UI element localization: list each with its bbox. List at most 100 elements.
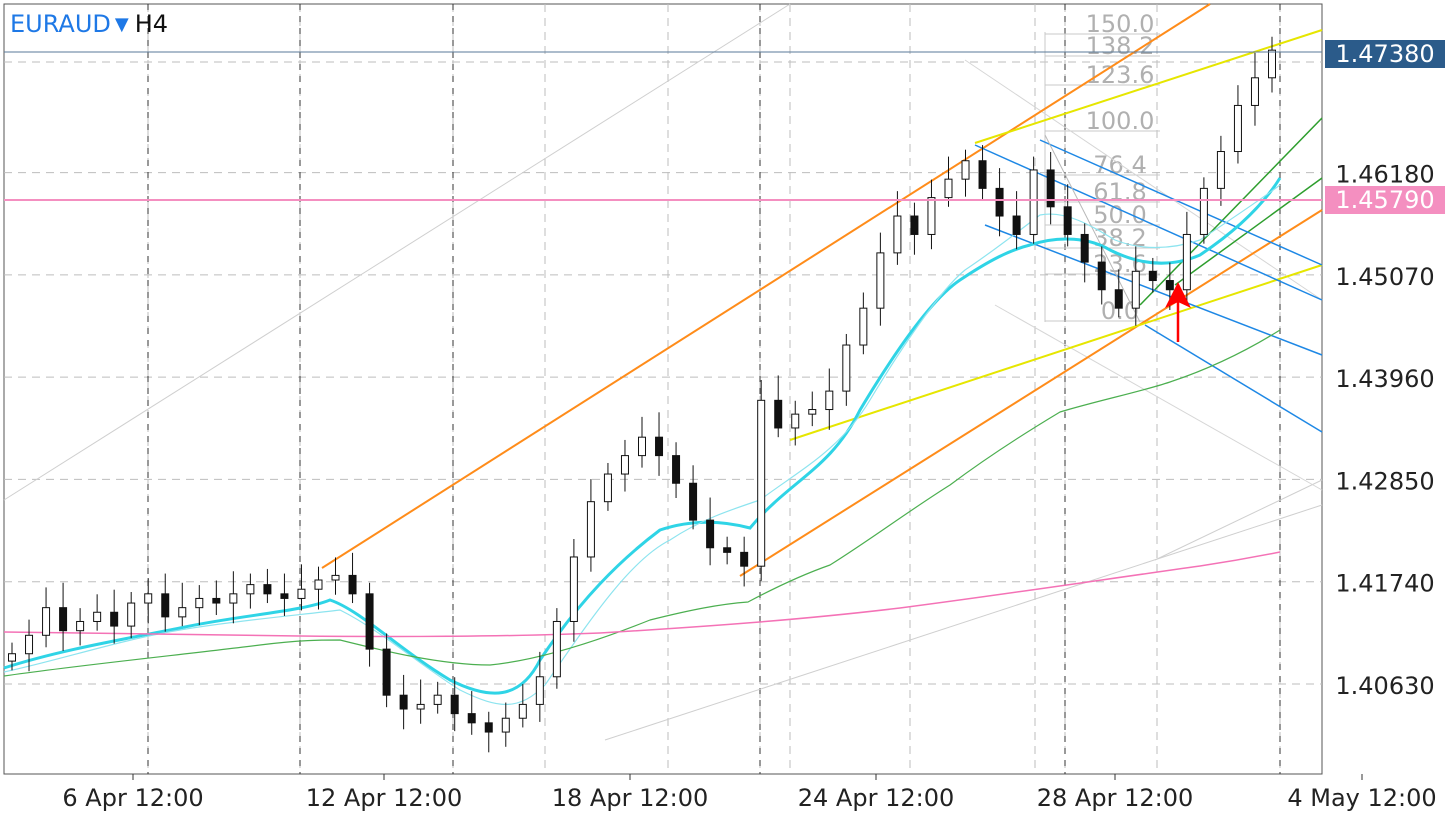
moving-averages (3, 177, 1282, 706)
blue-channel-lower (1144, 324, 1323, 433)
candle (859, 292, 868, 355)
candle-body-bull (42, 607, 51, 636)
candle-body-bull (314, 579, 323, 590)
candle (76, 608, 85, 646)
grey-trendline (604, 504, 1323, 741)
candle-body-bear (212, 597, 221, 604)
candle (212, 580, 221, 616)
horizontal-level-line[interactable] (4, 51, 1322, 201)
candle-body-bull (246, 584, 255, 595)
candle (263, 568, 272, 604)
candle (757, 380, 766, 581)
candle (331, 557, 340, 595)
candle (535, 651, 544, 722)
candle (1148, 257, 1157, 293)
symbol-label[interactable]: EURAUD (10, 10, 111, 38)
candle-body-bear (978, 160, 987, 189)
candle-body-bear (399, 694, 408, 710)
candle (518, 684, 527, 728)
ma-thick-cyan (3, 177, 1282, 695)
candle-body-bear (706, 519, 715, 549)
candle (450, 677, 459, 732)
ma-pink (3, 551, 1281, 638)
x-tick-label: 24 Apr 12:00 (798, 784, 954, 812)
candle-body-bull (961, 160, 970, 180)
candle-body-bear (450, 694, 459, 715)
candle (927, 179, 936, 250)
grey-trendline (1154, 479, 1323, 561)
timeframe-label[interactable]: H4 (134, 10, 169, 38)
candle-body-bear (655, 436, 664, 457)
candle-body-bull (1029, 169, 1038, 235)
candle (195, 585, 204, 626)
annotations (1165, 282, 1191, 342)
candle (791, 400, 800, 446)
candle-body-bull (178, 607, 187, 618)
candle-body-bull (76, 620, 85, 632)
candle (706, 497, 715, 566)
candle-body-bear (467, 713, 476, 724)
candle (1131, 246, 1140, 326)
candle (501, 702, 510, 747)
candle-body-bull (127, 602, 136, 627)
candle (229, 571, 238, 624)
candle-body-bull (927, 197, 936, 235)
level-price-tag: 1.45790 (1325, 186, 1445, 214)
candle (825, 368, 834, 430)
candle-body-bull (416, 703, 425, 710)
ma-green (3, 329, 1281, 677)
blue-channel-line (1039, 139, 1323, 266)
candle (893, 191, 902, 265)
candle-body-bull (757, 399, 766, 567)
candle-body-bull (638, 436, 646, 457)
grid (4, 4, 1322, 774)
candle (1233, 85, 1242, 164)
candle (280, 573, 289, 616)
candle (59, 582, 68, 651)
candle (1199, 177, 1208, 244)
candle (723, 536, 732, 565)
y-tick-label: 1.43960 (1335, 365, 1434, 393)
candle (297, 564, 306, 611)
candle-body-bull (1233, 104, 1242, 153)
yellow-channel-upper (974, 29, 1323, 144)
candle (42, 587, 51, 648)
candle (382, 633, 391, 708)
triangle-down-icon[interactable]: ▼ (114, 13, 129, 35)
y-tick-label: 1.40630 (1335, 672, 1434, 700)
candle (1046, 151, 1055, 225)
candle-body-bull (501, 717, 510, 733)
candle-body-bull (859, 307, 868, 346)
candle (586, 479, 595, 572)
x-tick-label: 12 Apr 12:00 (306, 784, 462, 812)
candle-body-bull (808, 409, 817, 415)
candle-body-bull (195, 597, 204, 609)
candle-body-bear (1097, 261, 1106, 291)
y-axis: 1.46180 1.45070 1.43960 1.42850 1.41740 1.406… (1335, 161, 1434, 700)
grey-trendline (3, 3, 791, 501)
candle-body-bear (1012, 215, 1021, 235)
candle-body-bear (1063, 206, 1072, 235)
candle-body-bull (944, 178, 953, 199)
candle-body-bull (569, 556, 578, 622)
y-tick-label: 1.42850 (1335, 467, 1434, 495)
candle-body-bull (603, 473, 612, 503)
candle-body-bull (1182, 233, 1191, 291)
candle-body-bear (723, 547, 732, 553)
fib-level-label: 76.4 (1093, 151, 1146, 179)
plot-area (3, 3, 1323, 775)
candle (144, 578, 153, 624)
candle-body-bull (586, 501, 595, 558)
candle (672, 442, 681, 498)
fib-level-label: 150.0 (1086, 10, 1155, 38)
candle-body-bear (1046, 169, 1055, 208)
candle (638, 416, 646, 468)
candle (365, 582, 374, 667)
candle-body-bear (1080, 233, 1089, 263)
candle-body-bear (382, 648, 391, 696)
y-tick-label: 1.45070 (1335, 263, 1434, 291)
symbol-selector[interactable]: EURAUD ▼ H4 (10, 10, 168, 38)
fib-level-label: 100.0 (1086, 107, 1155, 135)
y-tick-label: 1.46180 (1335, 161, 1434, 189)
